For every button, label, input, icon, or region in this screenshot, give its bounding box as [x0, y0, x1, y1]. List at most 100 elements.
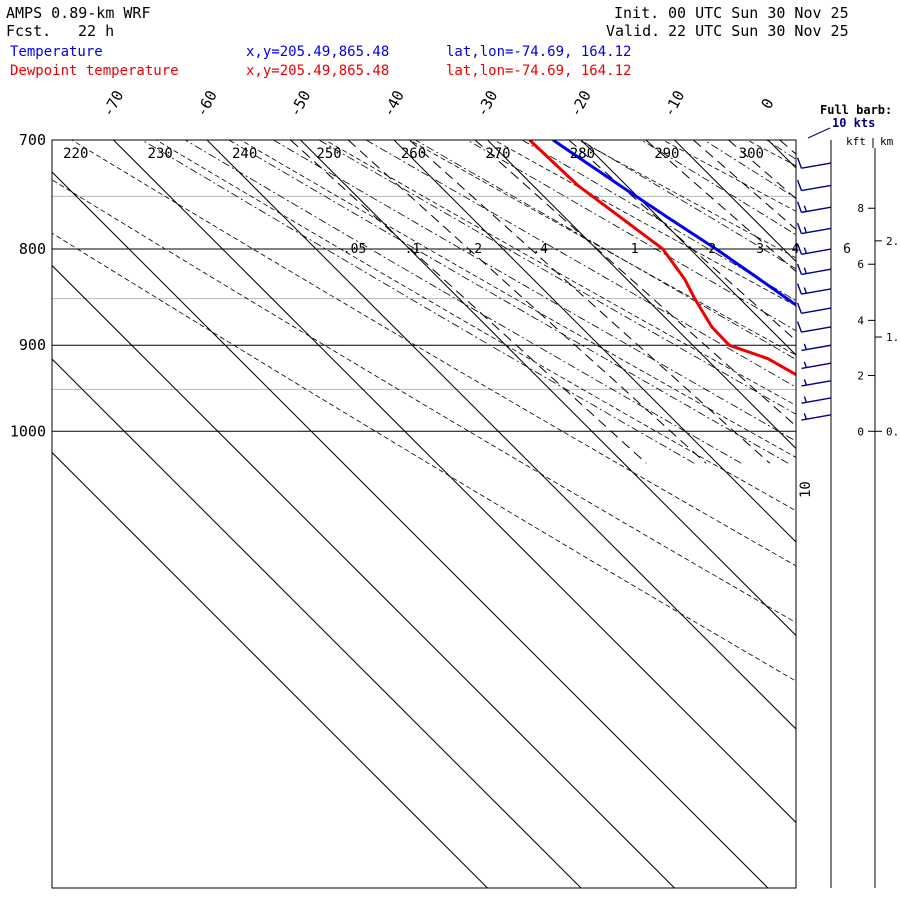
wind-barb-flag [796, 302, 803, 314]
background-grid [52, 140, 796, 432]
mixing-ratio-line [347, 140, 707, 464]
moist-adiabat-line [141, 140, 695, 464]
isotherm-line [52, 358, 582, 888]
wind-barb-half-flag [803, 379, 808, 386]
km-unit-label: km [880, 135, 894, 148]
isotherm-line [300, 140, 796, 637]
legend-dewpoint-xy: x,y=205.49,865.48 [246, 63, 390, 79]
dry-adiabat-line [746, 140, 796, 167]
kft-tick-label: 6 [857, 258, 864, 271]
dry-adiabat-label: 280 [570, 146, 595, 162]
dry-adiabat-line [493, 140, 796, 307]
dry-adiabat-label: 220 [63, 146, 88, 162]
barb-note-line2: 10 kts [832, 116, 875, 130]
moist-adiabat-line [414, 140, 796, 360]
dry-adiabat-label: 300 [739, 146, 764, 162]
mixing-ratio-label: 1 [631, 242, 639, 257]
mixing-ratio-line [474, 140, 796, 427]
fcst-value: 22 h [78, 22, 115, 40]
isotherm-line [767, 140, 796, 169]
wind-barb-flag [796, 201, 803, 213]
mixing-ratio-label: 2 [708, 242, 716, 257]
wind-barb-half-flag [803, 267, 808, 274]
dry-adiabat-line [52, 232, 796, 682]
wind-barb [801, 184, 832, 192]
dry-adiabat-label: 250 [316, 146, 341, 162]
wind-barb-half-flag [803, 226, 808, 233]
mixing-ratio-label: .1 [405, 242, 421, 257]
fcst-label: Fcst. [6, 22, 52, 40]
wind-barbs-panel: 10 [796, 127, 832, 888]
wind-barb-flag [796, 222, 803, 234]
dry-adiabat-line [52, 179, 796, 624]
pressure-tick-label: 700 [19, 131, 46, 149]
moist-adiabat-line [879, 134, 900, 463]
moist-adiabat-line [466, 140, 796, 332]
isotherm-label: -60 [192, 87, 221, 119]
dry-adiabat-label: 290 [654, 146, 679, 162]
isotherm-line [580, 140, 796, 356]
isotherm-line [52, 451, 488, 888]
isotherm-label: -10 [660, 87, 689, 119]
moist-adiabat-line [820, 134, 900, 463]
sounding-series [528, 140, 796, 377]
isotherm-line [487, 140, 796, 450]
moist-adiabat-line [365, 140, 796, 388]
isotherm-label: -40 [379, 87, 408, 119]
mixing-ratio-label: 3 [756, 242, 764, 257]
km-tick-label: 1. [886, 331, 899, 344]
dry-adiabat-label: 260 [401, 146, 426, 162]
isotherm-label: 0 [758, 95, 778, 111]
wind-barb-half-flag [803, 343, 808, 350]
wind-barb-half-flag [803, 205, 808, 212]
model-title: AMPS 0.89-km WRF [6, 4, 151, 22]
wind-barb-half-flag [803, 361, 808, 368]
dewpoint-profile-line [528, 140, 796, 377]
legend-temperature-xy: x,y=205.49,865.48 [246, 44, 390, 60]
mixing-ratio-line [409, 140, 771, 464]
isotherm-line [113, 140, 796, 824]
dry-adiabat-line [324, 140, 796, 406]
isotherm-line [52, 264, 675, 888]
barb-note-arrow [807, 127, 831, 139]
isotherm-label: -70 [99, 87, 128, 119]
valid-value: 22 UTC Sun 30 Nov 25 [668, 22, 849, 40]
wind-barb-flag [796, 179, 803, 191]
barb-note-line1: Full barb: [820, 103, 892, 117]
mixing-ratio-label: .05 [343, 242, 366, 257]
init-value: 00 UTC Sun 30 Nov 25 [668, 4, 849, 22]
moist-adiabat-line [272, 140, 796, 442]
km-tick-label: 2. [886, 235, 899, 248]
isotherm-label: -50 [286, 87, 315, 119]
kft-tick-label: 0 [857, 425, 864, 438]
moist-adiabat-line [318, 140, 796, 415]
isotherm-line [393, 140, 796, 543]
wind-barb-flag [796, 243, 803, 255]
legend-temperature-name: Temperature [10, 44, 103, 60]
height-axis: kft km 0 2 4 6 8 0. 1. 2. [846, 135, 899, 888]
moist-adiabat-line [228, 140, 789, 464]
kft-unit-label: kft [846, 135, 866, 148]
km-tick-label: 0. [886, 425, 899, 438]
kft-tick-label: 4 [857, 314, 864, 327]
mixing-ratio-line [693, 140, 796, 231]
dry-adiabat-label: 270 [485, 146, 510, 162]
reference-lines [52, 134, 900, 888]
mixing-ratio-line [568, 140, 796, 342]
wind-barb-half-flag [803, 287, 808, 294]
wind-barb [801, 307, 832, 315]
kft-tick-label: 2 [857, 370, 864, 383]
dry-adiabat-line [155, 140, 796, 512]
mixing-ratio-label: 6 [843, 242, 851, 257]
isotherm-line [862, 140, 900, 888]
isotherm-label: -30 [473, 87, 502, 119]
wind-barb-flag [796, 263, 803, 275]
mixing-ratio-line [779, 140, 796, 155]
temperature-profile-line [552, 140, 796, 307]
valid-label: Valid. [606, 22, 661, 40]
dry-adiabat-label: 240 [232, 146, 257, 162]
legend-dewpoint-name: Dewpoint temperature [10, 63, 179, 79]
mixing-ratio-label: .4 [532, 242, 548, 257]
mixing-ratio-label: .2 [466, 242, 482, 257]
